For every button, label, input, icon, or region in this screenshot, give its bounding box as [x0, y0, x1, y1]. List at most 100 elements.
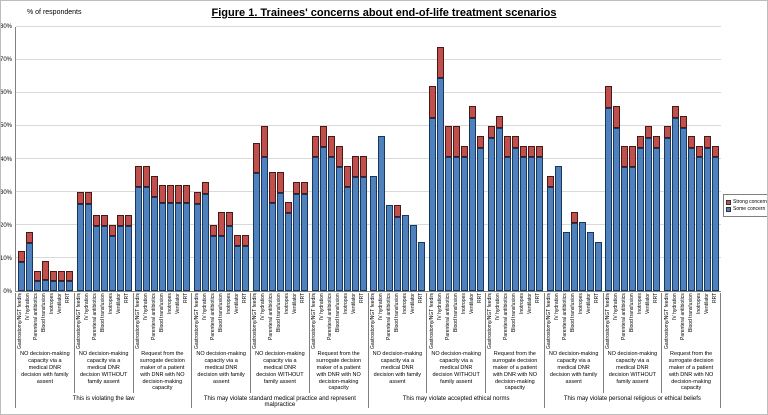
bar-segment-strong-concern: [664, 126, 672, 138]
stacked-bar: [453, 126, 461, 291]
bar-segment-strong-concern: [613, 106, 621, 128]
treatment-tick-label: RRT: [652, 293, 659, 304]
bar-segment-some-concern: [268, 202, 276, 291]
stacked-bar: [194, 192, 202, 291]
bar-segment-some-concern: [511, 147, 519, 291]
strong-concern-swatch-icon: [726, 199, 731, 205]
stacked-bar: [511, 135, 519, 291]
treatment-tick-label: Inotropes: [343, 293, 350, 314]
stacked-bar: [394, 205, 402, 291]
bar-segment-some-concern: [76, 203, 84, 291]
treatment-tick-label: RRT: [476, 293, 483, 304]
stacked-bar: [672, 106, 680, 291]
bar-segment-some-concern: [300, 193, 308, 291]
bar-segment-some-concern: [284, 213, 292, 291]
bar-segment-strong-concern: [527, 145, 535, 158]
bar-segment-strong-concern: [437, 46, 445, 79]
bar-group: [545, 27, 604, 292]
stacked-bar: [370, 175, 378, 291]
bar-group: [251, 27, 310, 292]
bar-segment-some-concern: [410, 225, 418, 291]
bar-segment-some-concern: [202, 193, 210, 291]
bar-segment-strong-concern: [469, 106, 477, 118]
stacked-bar: [629, 145, 637, 291]
stacked-bar: [311, 135, 319, 291]
stacked-bar: [343, 165, 351, 291]
treatment-tick-label: Inotropes: [460, 293, 467, 314]
treatment-tick-label: RRT: [124, 293, 131, 304]
bar-segment-some-concern: [17, 262, 25, 292]
bar-segment-strong-concern: [637, 135, 645, 148]
bar-segment-strong-concern: [116, 215, 124, 227]
y-tick-label: 0%: [3, 289, 12, 295]
treatment-ticks-row: Gastrostomy/NGT feeding IV hydration Paren…: [15, 293, 721, 349]
section-label-cell: This may violate standard medical practi…: [191, 393, 367, 408]
stacked-bar: [84, 192, 92, 291]
scenario-label-cell: NO decision-making capacity via a medica…: [250, 349, 309, 393]
stacked-bar: [242, 234, 250, 291]
bar-segment-some-concern: [688, 147, 696, 291]
stacked-bar: [586, 231, 594, 291]
stacked-bar: [183, 185, 191, 291]
stacked-bar: [637, 135, 645, 291]
treatment-tick-label: RRT: [300, 293, 307, 304]
bar-segment-some-concern: [92, 226, 100, 291]
treatment-tick-label: Parenteral antibiotics: [92, 293, 99, 340]
stacked-bar: [276, 172, 284, 292]
treatment-tick-label: Ventilator: [292, 293, 299, 314]
treatment-tick-label: Ventilator: [174, 293, 181, 314]
treatment-tick-label: Inotropes: [49, 293, 56, 314]
stacked-bar: [25, 231, 33, 291]
bar-segment-some-concern: [527, 157, 535, 291]
gridline: [16, 59, 721, 60]
treatment-tick-label: Gastrostomy/NGT feeding: [428, 293, 435, 349]
y-tick-label: 20%: [0, 222, 12, 229]
treatment-tick-label: Blood transfusion: [100, 293, 107, 332]
treatment-tick-label: IV hydration: [319, 293, 326, 320]
stacked-bar: [175, 185, 183, 291]
treatment-tick-label: Gastrostomy/NGT feeding: [17, 293, 24, 349]
stacked-bar: [570, 211, 578, 292]
bar-segment-some-concern: [311, 157, 319, 291]
legend: Strong concern Some concern: [723, 194, 767, 217]
stacked-bar: [49, 271, 57, 292]
bar-segment-some-concern: [143, 186, 151, 291]
bar-segment-some-concern: [437, 78, 445, 291]
treatment-tick-group: Gastrostomy/NGT feeding IV hydration Paren…: [426, 293, 485, 349]
treatment-tick-label: Blood transfusion: [217, 293, 224, 332]
y-tick-label: 50%: [0, 123, 12, 130]
bar-segment-some-concern: [418, 241, 426, 291]
bar-segment-strong-concern: [680, 116, 688, 128]
stacked-bar: [487, 126, 495, 291]
stacked-bar: [495, 116, 503, 291]
bar-segment-strong-concern: [252, 142, 260, 174]
treatment-tick-label: RRT: [594, 293, 601, 304]
bar-segment-some-concern: [175, 203, 183, 291]
treatment-tick-label: IV hydration: [612, 293, 619, 320]
scenario-label-cell: Request from the surrogate decision make…: [485, 349, 544, 393]
treatment-tick-label: Inotropes: [519, 293, 526, 314]
scenario-label-cell: Request from the surrogate decision make…: [308, 349, 368, 393]
bar-segment-strong-concern: [704, 135, 712, 148]
bar-segment-some-concern: [653, 147, 661, 291]
treatment-tick-label: IV hydration: [554, 293, 561, 320]
treatment-tick-label: Blood transfusion: [452, 293, 459, 332]
treatment-tick-label: Ventilator: [703, 293, 710, 314]
treatment-tick-group: Gastrostomy/NGT feeding IV hydration Paren…: [308, 293, 368, 349]
bar-groups-container: [16, 27, 721, 292]
bar-segment-some-concern: [49, 281, 57, 292]
bar-segment-strong-concern: [151, 175, 159, 197]
bar-segment-strong-concern: [292, 182, 300, 194]
bar-segment-strong-concern: [495, 116, 503, 128]
bar-segment-some-concern: [570, 223, 578, 292]
bar-segment-strong-concern: [546, 175, 554, 188]
treatment-tick-label: Blood transfusion: [570, 293, 577, 332]
bar-segment-strong-concern: [621, 145, 629, 168]
treatment-tick-label: Blood transfusion: [511, 293, 518, 332]
treatment-tick-label: Blood transfusion: [628, 293, 635, 332]
stacked-bar: [613, 106, 621, 291]
bar-segment-strong-concern: [143, 165, 151, 187]
stacked-bar: [65, 271, 73, 292]
bar-segment-strong-concern: [159, 185, 167, 204]
treatment-tick-label: Ventilator: [644, 293, 651, 314]
